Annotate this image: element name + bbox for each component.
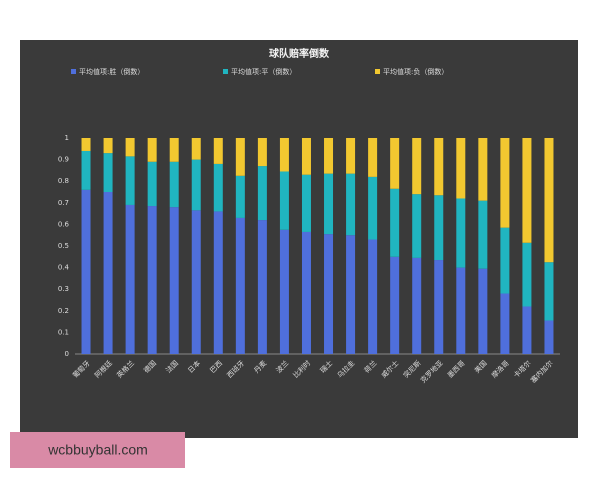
bar-segment xyxy=(368,138,378,177)
bar-segment xyxy=(478,138,488,201)
bar-segment xyxy=(81,138,91,151)
bar-segment xyxy=(279,229,289,354)
y-tick-label: 0.6 xyxy=(58,220,70,228)
bar-segment xyxy=(279,171,289,230)
bar-segment xyxy=(147,206,157,354)
bar-segment xyxy=(147,138,157,162)
y-tick-label: 1 xyxy=(65,134,69,142)
bar-segment xyxy=(213,211,223,354)
legend-label: 平均值项:平（倒数） xyxy=(231,67,296,76)
bar-segment xyxy=(500,227,510,294)
bar-segment xyxy=(544,320,554,354)
bar-segment xyxy=(368,239,378,354)
bar-segment xyxy=(346,235,356,354)
bar-segment xyxy=(235,175,245,218)
bar-segment xyxy=(500,293,510,354)
bar-segment xyxy=(81,189,91,354)
bar-segment xyxy=(257,166,267,221)
bar-segment xyxy=(235,138,245,176)
y-tick-label: 0.5 xyxy=(58,242,69,250)
bar-segment xyxy=(434,260,444,354)
bar-segment xyxy=(257,220,267,354)
bar-segment xyxy=(125,204,135,354)
bar-segment xyxy=(412,194,422,258)
bar-segment xyxy=(324,138,334,174)
legend-label: 平均值项:负（倒数） xyxy=(383,67,448,76)
bar-segment xyxy=(235,217,245,354)
bar-segment xyxy=(456,138,466,199)
bar-segment xyxy=(522,242,532,307)
bar-segment xyxy=(456,267,466,354)
bar-segment xyxy=(125,156,135,205)
bar-segment xyxy=(103,192,113,354)
bar-segment xyxy=(191,159,201,211)
bar-segment xyxy=(213,163,223,212)
y-tick-label: 0 xyxy=(65,350,69,358)
legend-swatch xyxy=(71,69,76,74)
bar-segment xyxy=(81,150,91,190)
bar-segment xyxy=(324,173,334,235)
bar-segment xyxy=(478,268,488,354)
legend-swatch xyxy=(375,69,380,74)
bar-segment xyxy=(390,256,400,354)
legend-label: 平均值项:胜（倒数） xyxy=(79,67,144,76)
bar-segment xyxy=(191,138,201,160)
y-tick-label: 0.8 xyxy=(58,177,69,185)
bar-segment xyxy=(125,138,135,157)
bar-segment xyxy=(257,138,267,167)
bar-segment xyxy=(544,262,554,321)
bar-segment xyxy=(434,138,444,196)
bar-segment xyxy=(412,257,422,354)
bar-segment xyxy=(169,138,179,162)
bar-segment xyxy=(390,138,400,189)
bar-segment xyxy=(390,188,400,257)
bar-segment xyxy=(456,198,466,268)
bar-segment xyxy=(301,174,311,232)
watermark: wcbbuyball.com xyxy=(47,442,148,458)
bar-segment xyxy=(191,210,201,354)
bar-segment xyxy=(346,138,356,174)
bar-segment xyxy=(147,161,157,207)
chart-title: 球队赔率倒数 xyxy=(269,47,330,60)
bar-segment xyxy=(169,207,179,354)
y-tick-label: 0.4 xyxy=(58,264,70,272)
bar-segment xyxy=(301,138,311,175)
bar-segment xyxy=(522,138,532,243)
y-tick-label: 0.9 xyxy=(58,156,69,164)
bar-segment xyxy=(522,306,532,354)
legend-swatch xyxy=(223,69,228,74)
y-tick-label: 0.3 xyxy=(58,285,69,293)
bar-segment xyxy=(213,138,223,164)
bar-segment xyxy=(346,173,356,236)
y-tick-label: 0.1 xyxy=(58,328,69,336)
bar-segment xyxy=(279,138,289,172)
bar-segment xyxy=(368,176,378,240)
bar-segment xyxy=(301,231,311,354)
bar-segment xyxy=(434,195,444,261)
bar-segment xyxy=(169,161,179,208)
bar-segment xyxy=(103,138,113,154)
bar-segment xyxy=(500,138,510,228)
bar-segment xyxy=(324,234,334,354)
bar-segment xyxy=(103,153,113,192)
watermark-box xyxy=(10,432,185,468)
y-tick-label: 0.2 xyxy=(58,307,69,315)
bar-segment xyxy=(544,138,554,263)
bar-segment xyxy=(412,138,422,195)
y-tick-label: 0.7 xyxy=(58,199,69,207)
bar-segment xyxy=(478,200,488,269)
